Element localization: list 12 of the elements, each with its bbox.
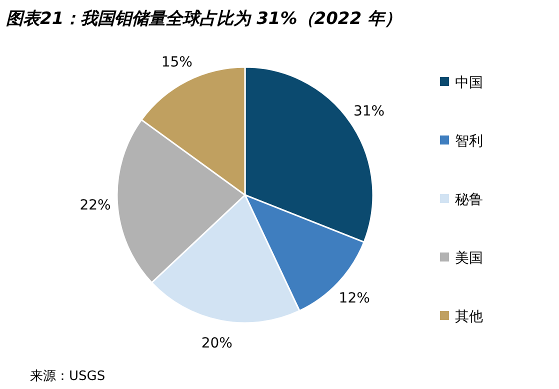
- legend-label: 其他: [455, 309, 483, 325]
- chart-title: 图表21：我国钼储量全球占比为 31%（2022 年）: [6, 9, 402, 29]
- legend-label: 智利: [455, 134, 483, 150]
- data-label: 22%: [80, 197, 111, 214]
- legend-label: 秘鲁: [455, 192, 483, 208]
- source-note: 来源：USGS: [30, 369, 106, 384]
- data-label: 12%: [338, 290, 370, 307]
- legend-label: 美国: [455, 250, 483, 266]
- data-label: 15%: [161, 54, 192, 70]
- data-label: 31%: [354, 104, 385, 120]
- legend-label: 中国: [455, 75, 483, 91]
- data-label: 20%: [201, 335, 232, 352]
